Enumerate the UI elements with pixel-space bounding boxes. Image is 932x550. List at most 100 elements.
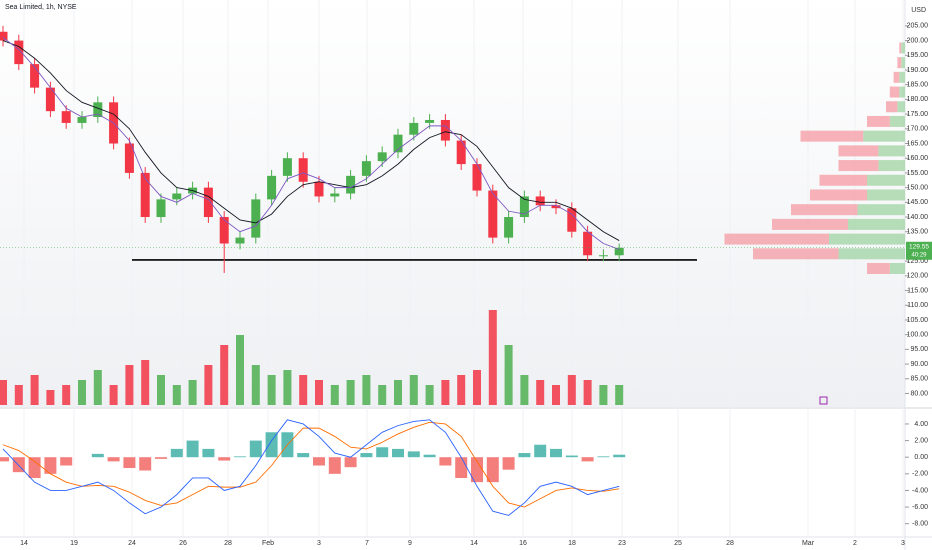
macd-pane [0,409,905,537]
volume-bar [473,370,481,405]
volume-bar [299,375,308,405]
volume-bar [251,365,260,405]
candle-body [472,164,482,191]
volume-bar [93,370,102,405]
candle-body [409,122,419,135]
currency-label: USD [911,7,926,14]
candle-body [440,119,450,141]
y-tick-label: 90.00 [910,361,928,368]
x-tick-label: 16 [519,540,527,547]
y-tick-label: 200.00 [907,37,929,44]
histogram-bar [186,440,199,458]
x-tick-label: 19 [70,540,78,547]
y-tick-label: 0.00 [914,454,928,461]
x-tick-label: 26 [179,540,187,547]
volume-bar [536,380,545,405]
profile-down [800,130,864,142]
profile-down [897,57,902,69]
profile-up [878,160,905,172]
volume-bar [409,375,418,405]
histogram-bar [360,453,373,458]
histogram-bar [249,440,262,458]
x-tick-label: 24 [128,540,136,547]
y-tick-label: 165.00 [907,140,929,147]
profile-down [819,174,867,186]
profile-up [838,248,905,260]
candle-body [614,247,624,256]
histogram-bar [60,457,73,466]
histogram-bar [107,457,120,462]
histogram-bar [234,456,246,458]
volume-bar [267,375,276,405]
y-tick-label: 135.00 [907,229,929,236]
y-tick-label: -6.00 [912,504,928,511]
candle-body [346,175,356,194]
candle-body [456,140,466,165]
y-tick-label: 80.00 [910,390,928,397]
y-tick-label: 105.00 [907,317,929,324]
profile-up [863,130,905,142]
y-tick-label: -4.00 [912,487,928,494]
histogram-bar [550,448,562,458]
volume-bar [204,365,213,405]
profile-down [886,101,898,113]
event-marker[interactable] [819,396,828,405]
histogram-bar [328,457,341,474]
volume-bar [141,360,150,405]
histogram-bar [218,457,231,461]
volume-bar [615,385,624,405]
x-tick-label: 23 [618,540,626,547]
y-tick-label: 190.00 [907,67,929,74]
histogram-bar [613,454,626,458]
histogram-bar [392,448,404,458]
candle-body [235,237,245,244]
histogram-bar [565,455,578,458]
moving-average-fast [2,37,620,250]
x-tick-label: 28 [224,540,232,547]
y-tick-label: 120.00 [907,273,929,280]
volume-bar [552,385,560,405]
candle-body [14,40,24,65]
y-tick-label: 85.00 [910,376,928,383]
profile-down [899,42,902,54]
histogram-bar [439,457,452,466]
profile-down [867,115,890,127]
candle-body [488,190,498,238]
volume-bar [583,380,592,405]
histogram-bar [123,457,136,469]
histogram-bar [139,457,152,471]
y-tick-label: 145.00 [907,199,929,206]
volume-bar [425,385,434,405]
candle-body [203,187,213,218]
profile-down [838,145,879,157]
candle-body [598,255,608,257]
histogram-bar [344,457,357,468]
histogram-bar [313,457,325,466]
volume-bar [283,370,292,405]
y-tick-label: 100.00 [907,332,929,339]
histogram-bar [407,451,420,458]
y-tick-label: 170.00 [907,126,929,133]
x-tick-label: 9 [408,540,412,547]
volume-bar [346,380,355,405]
profile-down [838,160,879,172]
histogram-bar [155,457,167,459]
candle-body [583,231,593,256]
volume-bar [315,380,323,405]
histogram-bar [581,457,594,462]
volume-bar [378,385,387,405]
profile-down [753,248,839,260]
x-tick-label: 18 [568,540,576,547]
histogram-bar [12,457,25,473]
candle-body [551,205,561,209]
volume-bar [441,380,450,405]
candle-body [219,217,229,244]
candle-body [140,172,150,218]
y-tick-label: -2.00 [912,471,928,478]
y-tick-label: 155.00 [907,170,929,177]
profile-up [889,115,905,127]
y-tick-label: 175.00 [907,111,929,118]
histogram-bar [297,453,310,458]
last-price-tag [906,241,932,260]
